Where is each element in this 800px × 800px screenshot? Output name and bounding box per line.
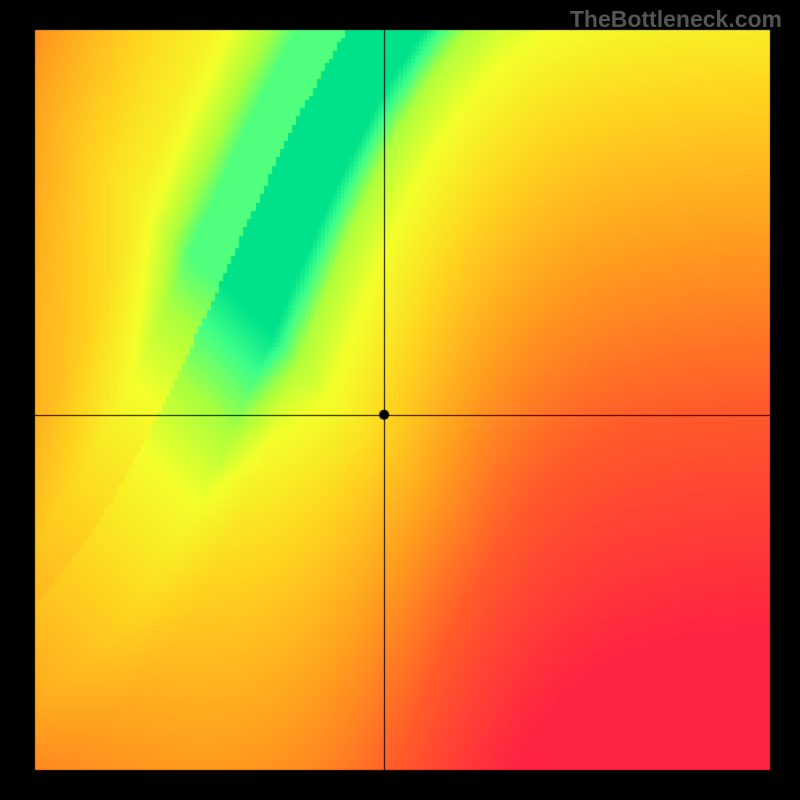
watermark-text: TheBottleneck.com (570, 6, 782, 33)
chart-container: TheBottleneck.com (0, 0, 800, 800)
heatmap-canvas (0, 0, 800, 800)
